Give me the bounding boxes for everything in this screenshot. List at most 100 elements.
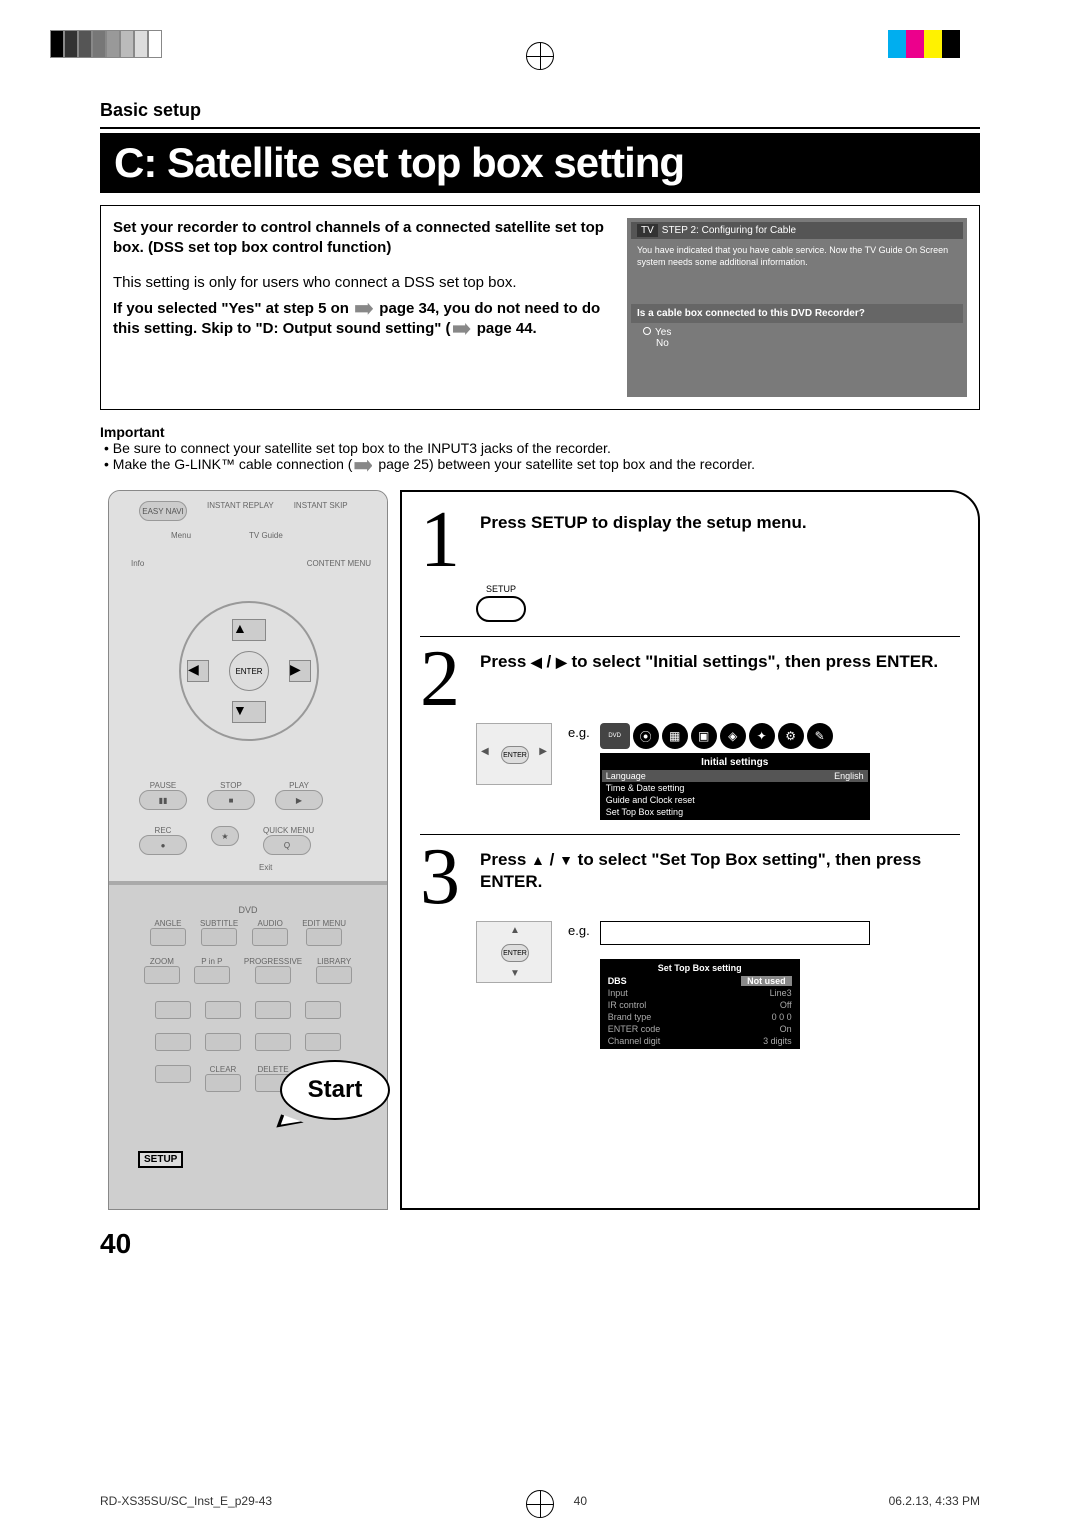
menu-icon-1: ⦿: [633, 723, 659, 749]
enter-pad-ud: ▲ ▼ ENTER: [476, 921, 552, 983]
step-3-number: 3: [420, 845, 468, 909]
crop-marks: [0, 0, 1080, 60]
page-ref-icon: [453, 323, 471, 335]
important-heading: Important: [100, 424, 980, 440]
remote-column: EASY NAVI INSTANT REPLAY INSTANT SKIP Me…: [100, 490, 400, 1210]
tvguide-logo: TV: [637, 224, 658, 237]
stb-table: Set Top Box setting DBSNot usedInputLine…: [600, 959, 800, 1049]
menu-label: Menu: [171, 531, 191, 540]
step-separator: [420, 636, 960, 637]
page-ref-icon: [354, 460, 372, 472]
intro-para2a: If you selected "Yes" at step 5 on: [113, 300, 353, 317]
quickmenu-button: Q: [263, 835, 311, 855]
steps-wrap: EASY NAVI INSTANT REPLAY INSTANT SKIP Me…: [100, 490, 980, 1210]
btn-f: [205, 1033, 241, 1051]
step-1-title: Press SETUP to display the setup menu.: [480, 512, 960, 533]
enter-pad-lr: ◀ ▶ ENTER: [476, 723, 552, 785]
pad-down-icon: ▼: [510, 968, 520, 979]
step-1-number: 1: [420, 508, 468, 572]
zoom-label: ZOOM: [144, 957, 180, 966]
dpad-up: ▲: [232, 619, 266, 641]
content-label: CONTENT MENU: [307, 559, 371, 568]
clear-button: [205, 1074, 241, 1092]
grayscale-bar: [50, 30, 162, 58]
footer-page: 40: [574, 1494, 587, 1508]
step-2: 2 Press ◀ / ▶ to select "Initial setting…: [420, 647, 960, 711]
breadcrumb: Basic setup: [100, 100, 980, 121]
dpad-left: ◀: [187, 660, 209, 682]
btn-g: [255, 1033, 291, 1051]
pad-enter: ENTER: [501, 944, 529, 962]
instant-replay-label: INSTANT REPLAY: [207, 501, 274, 521]
cmyk-bar: [888, 30, 960, 58]
screen-header: TVSTEP 2: Configuring for Cable: [631, 222, 963, 239]
start-callout: Start: [280, 1060, 390, 1120]
intro-box: Set your recorder to control channels of…: [100, 205, 980, 410]
footer-timestamp: 06.2.13, 4:33 PM: [889, 1494, 980, 1508]
page-title: C: Satellite set top box setting: [100, 133, 980, 193]
exit-label: Exit: [259, 863, 272, 872]
menu-icon-6: ⚙: [778, 723, 804, 749]
eg-label: e.g.: [568, 921, 590, 938]
right-arrow-icon: ▶: [556, 654, 567, 670]
screen-opt-yes: Yes: [655, 327, 671, 338]
flsel-button: [155, 1001, 191, 1019]
footer-filename: RD-XS35SU/SC_Inst_E_p29-43: [100, 1494, 272, 1508]
delete-label: DELETE: [255, 1065, 291, 1074]
menu-icon-4: ◈: [720, 723, 746, 749]
divider: [100, 127, 980, 129]
stb-blank-top: [600, 921, 870, 945]
pad-enter: ENTER: [501, 746, 529, 764]
stop-label: STOP: [207, 781, 255, 790]
btn-d: [305, 1001, 341, 1019]
editmenu-label: EDIT MENU: [302, 919, 346, 928]
menu-header: Initial settings: [602, 755, 868, 770]
down-arrow-icon: ▼: [559, 852, 573, 868]
menu-icon-5: ✦: [749, 723, 775, 749]
library-button: [316, 966, 352, 984]
registration-mark-bottom: [526, 1490, 554, 1518]
pad-left-icon: ◀: [481, 746, 489, 757]
pause-label: PAUSE: [139, 781, 187, 790]
menu-icon-2: ▦: [662, 723, 688, 749]
steps-column: 1 Press SETUP to display the setup menu.…: [400, 490, 980, 1210]
menu-icon-3: ▣: [691, 723, 717, 749]
stb-row: ENTER codeOn: [602, 1023, 798, 1035]
play-label: PLAY: [275, 781, 323, 790]
step-2-title: Press ◀ / ▶ to select "Initial settings"…: [480, 651, 960, 672]
intro-text: Set your recorder to control channels of…: [113, 218, 615, 397]
angle-label: ANGLE: [150, 919, 186, 928]
intro-para1: This setting is only for users who conne…: [113, 274, 517, 291]
setup-icon-label: SETUP: [476, 584, 526, 594]
step-3: 3 Press ▲ / ▼ to select "Set Top Box set…: [420, 845, 960, 909]
play-button: ▶: [275, 790, 323, 810]
pad-up-icon: ▲: [510, 925, 520, 936]
rec-button: ●: [139, 835, 187, 855]
library-label: LIBRARY: [316, 957, 352, 966]
menu-icon-7: ✎: [807, 723, 833, 749]
stb-header: Set Top Box setting: [602, 961, 798, 975]
intro-para2c: page 44.: [473, 320, 537, 337]
stb-row: InputLine3: [602, 987, 798, 999]
up-arrow-icon: ▲: [531, 852, 545, 868]
registration-mark-top: [526, 42, 554, 70]
step-separator: [420, 834, 960, 835]
setup-remote-button: [155, 1065, 191, 1083]
menu-row: Time & Date setting: [602, 782, 868, 794]
screen-question: Is a cable box connected to this DVD Rec…: [631, 304, 963, 323]
step-3-example: ▲ ▼ ENTER e.g. Set Top Box setting DBSNo…: [420, 921, 960, 1049]
menu-row: Set Top Box setting: [602, 806, 868, 818]
subtitle-button: [201, 928, 237, 946]
step-3-title: Press ▲ / ▼ to select "Set Top Box setti…: [480, 849, 960, 892]
audio-button: [252, 928, 288, 946]
menu-table: Initial settings LanguageEnglishTime & D…: [600, 753, 870, 820]
stb-menu: Set Top Box setting DBSNot usedInputLine…: [600, 921, 960, 1049]
page-ref-icon: [355, 303, 373, 315]
stb-row: Brand type0 0 0: [602, 1011, 798, 1023]
star-button: ★: [211, 826, 239, 846]
step-1: 1 Press SETUP to display the setup menu.: [420, 508, 960, 572]
angle-button: [150, 928, 186, 946]
step-2-number: 2: [420, 647, 468, 711]
dpad: ▲ ▼ ◀ ▶ ENTER: [179, 601, 319, 741]
pinp-button: [194, 966, 230, 984]
